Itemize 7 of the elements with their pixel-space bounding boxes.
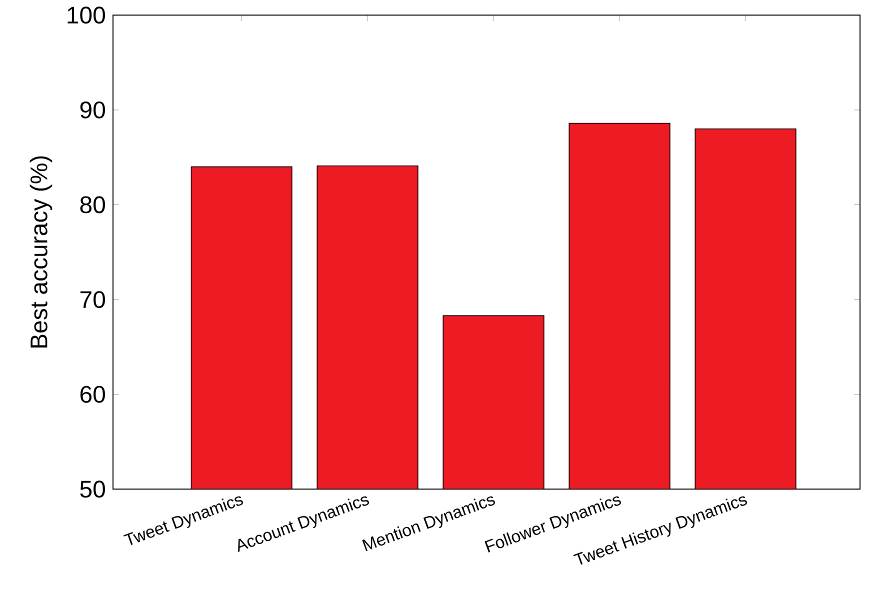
y-tick-label: 80 <box>80 196 106 214</box>
y-tick-label: 50 <box>80 480 106 498</box>
y-axis-title: Best accuracy (%) <box>30 156 52 348</box>
y-tick-label: 90 <box>80 101 106 118</box>
y-tick-label: 70 <box>80 290 106 308</box>
y-tick-label: 100 <box>68 6 106 24</box>
y-tick-label: 60 <box>80 386 106 403</box>
